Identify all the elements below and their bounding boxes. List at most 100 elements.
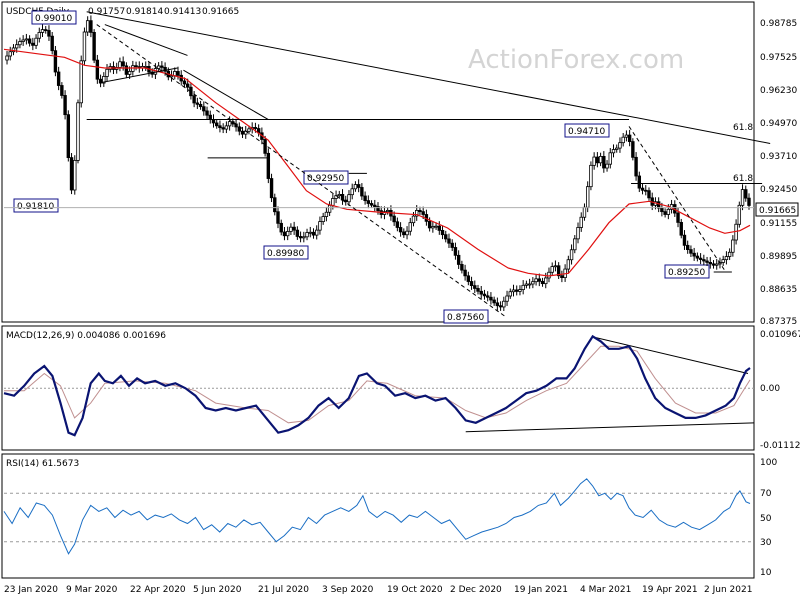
- y-tick-label: 0.98785: [760, 19, 797, 29]
- candle: [273, 193, 277, 216]
- candle: [5, 51, 9, 65]
- moving-average-layer: [3, 48, 751, 277]
- candle: [373, 199, 377, 212]
- candle: [460, 260, 464, 274]
- candle: [508, 288, 512, 299]
- candle: [727, 248, 732, 261]
- macd-support-line: [465, 422, 755, 433]
- candle: [269, 173, 274, 203]
- current-price-badge: [755, 202, 799, 217]
- candle: [534, 274, 538, 286]
- candle: [569, 244, 574, 265]
- y-tick-label: 0.00: [760, 384, 780, 394]
- candle: [737, 201, 742, 228]
- candle: [44, 26, 48, 34]
- candle: [402, 228, 406, 238]
- candle: [24, 33, 29, 45]
- channel-line: [183, 69, 269, 120]
- candles: [5, 15, 751, 311]
- candle: [266, 148, 271, 184]
- candle: [476, 284, 480, 295]
- x-tick-label: 19 Apr 2021: [642, 585, 698, 595]
- candle: [347, 190, 351, 206]
- candle: [608, 148, 612, 169]
- candle: [589, 161, 593, 191]
- candle: [263, 135, 267, 157]
- candle: [240, 126, 245, 139]
- candle: [221, 123, 225, 134]
- price-panel: [1, 1, 755, 323]
- candle: [515, 285, 519, 296]
- candle: [276, 206, 280, 229]
- annotation-box: 0.89980: [263, 245, 309, 260]
- watermark: ActionForex.com: [468, 45, 684, 75]
- candle: [489, 292, 493, 305]
- candle: [298, 231, 303, 243]
- candle: [553, 260, 558, 272]
- candle: [702, 254, 706, 266]
- annotation-box: 0.87560: [443, 309, 489, 324]
- candle: [485, 291, 490, 302]
- candle: [392, 211, 396, 226]
- candle: [689, 245, 693, 257]
- x-tick-label: 2 Dec 2020: [450, 585, 502, 595]
- y-tick-label: 0.97525: [760, 53, 797, 63]
- candle: [627, 129, 632, 147]
- candle: [447, 233, 451, 248]
- candle: [631, 138, 635, 161]
- candle: [495, 297, 500, 311]
- candle: [502, 296, 506, 311]
- candle: [160, 61, 164, 72]
- candle: [685, 240, 690, 254]
- candle: [518, 285, 522, 296]
- candle: [466, 271, 471, 286]
- candle: [644, 185, 648, 196]
- candle: [353, 181, 358, 192]
- candle: [463, 264, 467, 281]
- x-tick-label: 21 Jul 2020: [258, 585, 309, 595]
- svg-text:0.92950: 0.92950: [307, 174, 344, 184]
- candle: [505, 290, 509, 306]
- candle: [169, 70, 174, 82]
- annotation-box: 0.89250: [664, 264, 710, 279]
- fib-label: 61.8: [733, 123, 753, 133]
- candle: [695, 252, 700, 262]
- y-tick-label: 70: [760, 489, 772, 499]
- candle: [73, 155, 77, 195]
- candle: [715, 259, 719, 270]
- candle: [69, 153, 74, 195]
- candle: [318, 216, 322, 235]
- price-open: 0.91757: [88, 7, 125, 17]
- candle: [705, 256, 709, 267]
- macd-y-axis: 0.010967 0.00 -0.011127: [760, 330, 800, 451]
- current-price-label: 0.91665: [759, 206, 796, 216]
- candle: [215, 119, 219, 129]
- candle: [66, 110, 71, 162]
- y-tick-label: -0.011127: [760, 441, 800, 451]
- candle: [740, 184, 745, 211]
- candle: [47, 25, 51, 41]
- y-tick-label: 30: [760, 538, 772, 548]
- candle: [398, 222, 403, 237]
- annotation-box: 0.99010: [31, 10, 77, 25]
- candle: [521, 280, 525, 295]
- candle: [227, 116, 232, 131]
- svg-text:0.94710: 0.94710: [568, 127, 605, 137]
- x-tick-label: 19 Jan 2021: [514, 585, 568, 595]
- candle: [531, 277, 535, 289]
- candle: [405, 226, 409, 240]
- candle: [369, 200, 374, 209]
- candle: [356, 179, 361, 193]
- candle: [134, 61, 138, 71]
- y-tick-label: 0.93710: [760, 152, 797, 162]
- rsi-layer: [3, 478, 754, 555]
- x-tick-label: 9 Mar 2020: [66, 585, 118, 595]
- x-tick-label: 23 Jan 2020: [4, 585, 58, 595]
- candle: [95, 54, 100, 84]
- trendline: [86, 11, 771, 144]
- y-tick-label: 0.96230: [760, 86, 797, 96]
- y-tick-label: 0.010967: [760, 330, 800, 340]
- y-tick-label: 10: [760, 568, 772, 578]
- candle: [540, 277, 545, 287]
- price-close: 0.91665: [202, 7, 239, 17]
